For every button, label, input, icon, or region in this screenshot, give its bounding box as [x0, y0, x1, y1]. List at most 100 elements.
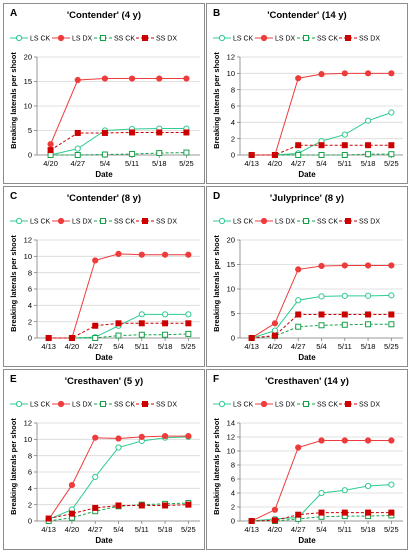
- x-tick-label: 5/4: [316, 342, 326, 351]
- legend-label: SS CK: [114, 219, 135, 226]
- data-point: [365, 151, 372, 158]
- data-point: [248, 518, 255, 524]
- x-tick-label: 5/18: [361, 342, 376, 351]
- chart-svg: LS CK LS DX SS CK SS DX 0 2 4 6 8 10 12 4/13 4/20 4/2…: [10, 217, 200, 351]
- chart-panel-f: LS CK LS DX SS CK SS DX 0 2 4 6 8 10 12 14 4/13 4/20 4…: [206, 369, 408, 550]
- x-tick-label: 5/25: [181, 525, 196, 534]
- data-point: [68, 510, 75, 517]
- legend-item: LS DX: [52, 34, 93, 43]
- x-tick-label: 4/27: [291, 525, 306, 534]
- data-point: [92, 257, 99, 264]
- y-axis-label: Breaking laterals per shoot: [211, 417, 221, 515]
- y-tick-label: 4: [231, 118, 235, 127]
- legend-label: LS CK: [233, 402, 254, 409]
- series-line: [50, 128, 187, 156]
- data-point: [271, 506, 279, 513]
- data-point: [295, 297, 302, 304]
- legend-item: LS CK: [10, 34, 51, 43]
- data-point: [156, 129, 163, 136]
- data-point: [74, 152, 81, 158]
- data-point: [364, 117, 372, 124]
- y-tick-label: 20: [227, 236, 235, 245]
- x-tick-label: 5/25: [384, 525, 399, 534]
- data-point: [138, 320, 145, 327]
- x-tick-label: 5/25: [384, 159, 399, 168]
- data-point: [74, 145, 81, 152]
- x-tick-label: 5/4: [316, 159, 326, 168]
- data-point: [364, 437, 372, 444]
- data-point: [318, 71, 325, 78]
- data-point: [388, 109, 395, 116]
- chart-svg: LS CK LS DX SS CK SS DX 0 2 4 6 8 10 12 14 4/13 4/20 4…: [213, 400, 403, 534]
- data-point: [92, 473, 99, 481]
- chart-title: 'Julyprince' (8 y): [269, 193, 345, 204]
- data-point: [248, 152, 255, 158]
- data-point: [183, 149, 190, 156]
- y-tick-label: 2: [231, 134, 235, 143]
- data-point: [341, 70, 348, 77]
- data-point: [115, 332, 122, 339]
- legend-marker: [303, 218, 309, 224]
- legend-marker: [15, 34, 23, 42]
- data-point: [364, 70, 372, 77]
- data-point: [185, 311, 192, 318]
- data-point: [138, 502, 145, 509]
- data-point: [271, 327, 279, 334]
- data-point: [318, 489, 325, 497]
- data-point: [318, 311, 325, 318]
- y-tick-label: 8: [28, 268, 32, 277]
- legend-item: SS CK: [297, 35, 338, 43]
- data-point: [318, 142, 325, 149]
- legend-marker: [260, 34, 268, 42]
- panel-letter: E: [10, 374, 17, 385]
- y-tick-label: 10: [227, 69, 235, 78]
- data-point: [115, 250, 122, 257]
- data-point: [68, 335, 75, 341]
- panel-letter: B: [213, 8, 221, 19]
- y-tick-label: 10: [24, 102, 32, 111]
- legend-item: LS CK: [10, 217, 51, 226]
- chart-panel-d: LS CK LS DX SS CK SS DX 0 5 10 15 20 4/13 4/20 4/27…: [206, 186, 408, 367]
- legend-marker: [100, 35, 106, 41]
- y-tick-label: 6: [231, 475, 235, 484]
- chart-title: 'Cresthaven' (5 y): [64, 376, 144, 387]
- data-point: [162, 331, 169, 338]
- legend-label: LS CK: [233, 36, 254, 43]
- data-point: [185, 251, 192, 258]
- data-point: [185, 320, 192, 327]
- data-point: [295, 444, 302, 451]
- data-point: [388, 321, 395, 328]
- y-axis-label: Breaking laterals per shoot: [211, 51, 221, 149]
- legend-label: LS DX: [275, 402, 296, 409]
- legend-label: LS DX: [72, 219, 93, 226]
- data-point: [365, 509, 372, 516]
- legend-item: LS CK: [10, 400, 51, 409]
- data-point: [47, 152, 54, 158]
- x-tick-label: 5/18: [361, 525, 376, 534]
- legend-item: LS DX: [255, 400, 296, 409]
- data-point: [365, 311, 372, 318]
- data-point: [295, 323, 302, 330]
- x-tick-label: 5/18: [361, 159, 376, 168]
- legend-item: LS CK: [213, 400, 254, 409]
- chart-panel-c: LS CK LS DX SS CK SS DX 0 2 4 6 8 10 12 4/13 4/20 4/2…: [3, 186, 205, 367]
- legend-label: SS DX: [156, 219, 177, 226]
- data-point: [68, 481, 76, 489]
- data-point: [101, 129, 108, 136]
- data-point: [92, 504, 99, 511]
- legend-item: LS DX: [255, 34, 296, 43]
- data-point: [341, 131, 348, 138]
- y-axis-label: Breaking laterals per shoot: [8, 417, 18, 515]
- x-tick-label: 5/11: [338, 159, 352, 168]
- data-point: [156, 150, 163, 157]
- data-point: [101, 151, 108, 158]
- data-point: [388, 481, 395, 488]
- x-tick-label: 4/20: [65, 342, 80, 351]
- data-point: [129, 129, 136, 136]
- legend-marker: [260, 400, 268, 408]
- x-tick-label: 4/20: [268, 342, 283, 351]
- legend-marker: [100, 401, 106, 407]
- legend-marker: [142, 218, 148, 224]
- legend-label: SS CK: [317, 219, 338, 226]
- chart-panel-a: LS CK LS DX SS CK SS DX 0 5 10 15 20 4/20 4/27 5/4 5…: [3, 3, 205, 184]
